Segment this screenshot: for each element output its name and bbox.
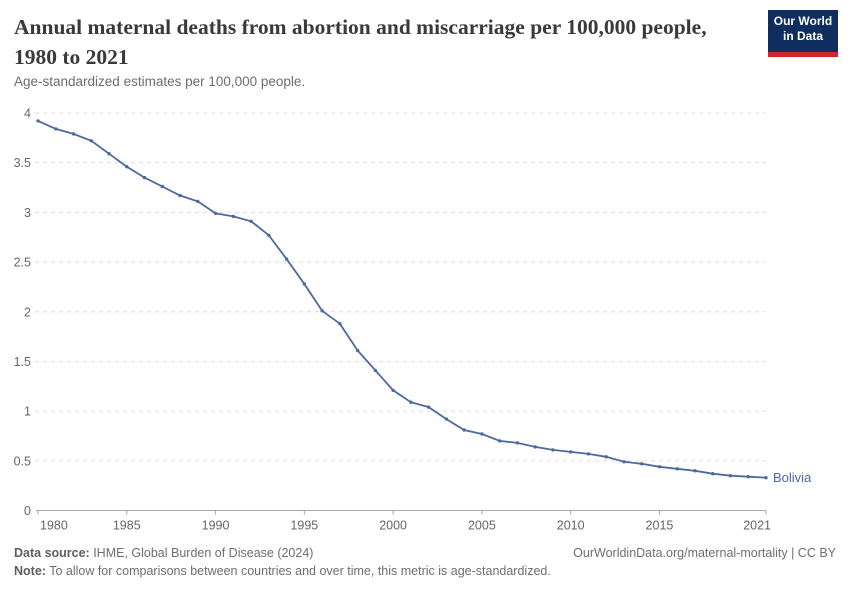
data-source-line: Data source: IHME, Global Burden of Dise… [14, 546, 836, 560]
data-point-2016 [675, 467, 679, 471]
data-point-2003 [444, 417, 449, 421]
footer-link[interactable]: OurWorldinData.org/maternal-mortality | … [573, 546, 836, 560]
data-point-1996 [320, 309, 324, 313]
data-point-2002 [426, 405, 431, 409]
x-axis-tick-label-2000: 2000 [379, 519, 407, 533]
data-point-1983 [89, 139, 94, 143]
data-point-2007 [515, 441, 520, 445]
series-label-bolivia[interactable]: Bolivia [773, 470, 812, 485]
data-point-1984 [107, 152, 111, 156]
data-point-1993 [267, 233, 271, 237]
data-point-1997 [338, 322, 342, 326]
data-point-2009 [551, 448, 555, 452]
x-axis-tick-label-2010: 2010 [557, 519, 585, 533]
data-point-2010 [569, 450, 573, 454]
data-point-1994 [284, 257, 289, 261]
x-axis-tick-label-1995: 1995 [290, 519, 318, 533]
y-axis-tick-label-4: 4 [24, 107, 31, 121]
data-point-1991 [231, 214, 235, 219]
data-point-1995 [302, 282, 306, 286]
owid-logo-line2: in Data [782, 29, 823, 43]
data-point-1998 [355, 348, 360, 353]
x-axis-tick-label-2005: 2005 [468, 519, 496, 533]
data-point-1985 [125, 165, 129, 169]
data-point-2021 [764, 476, 768, 480]
data-point-1988 [178, 193, 182, 198]
data-point-1990 [213, 211, 218, 216]
x-axis-tick-label-1980: 1980 [40, 519, 68, 533]
x-axis-tick-label-1985: 1985 [113, 519, 141, 533]
data-point-1999 [373, 368, 378, 373]
y-axis-tick-label-3: 3 [24, 206, 31, 220]
chart-subtitle: Age-standardized estimates per 100,000 p… [14, 74, 306, 89]
y-axis-tick-label-1: 1 [24, 405, 31, 419]
y-axis-tick-label-0.5: 0.5 [14, 454, 31, 468]
data-point-2008 [533, 445, 537, 449]
footer-note: Note: To allow for comparisons between c… [14, 564, 836, 578]
data-point-2005 [480, 432, 484, 436]
x-axis-tick-label-2015: 2015 [646, 519, 674, 533]
y-axis-tick-label-3.5: 3.5 [14, 156, 31, 170]
data-point-2012 [604, 455, 608, 459]
data-source-label: Data source: [14, 546, 90, 560]
owid-logo-line1: Our World [773, 14, 833, 28]
data-point-2014 [640, 462, 644, 466]
data-point-2001 [409, 400, 413, 404]
data-point-2013 [622, 460, 626, 464]
x-axis-tick-label-2021: 2021 [743, 519, 771, 533]
data-point-2018 [711, 472, 715, 476]
y-axis-tick-label-1.5: 1.5 [14, 355, 31, 369]
y-axis-tick-label-2.5: 2.5 [14, 256, 31, 270]
x-axis-tick-label-1990: 1990 [202, 519, 230, 533]
data-point-1980 [36, 119, 40, 123]
data-source-value: IHME, Global Burden of Disease (2024) [89, 546, 314, 560]
data-point-1992 [249, 219, 253, 223]
data-point-1981 [54, 127, 58, 131]
owid-logo[interactable]: Our World in Data [768, 10, 838, 57]
bolivia-trend-line [37, 120, 767, 479]
data-point-1987 [160, 184, 164, 189]
note-label: Note: [14, 564, 46, 578]
data-point-2020 [746, 475, 750, 479]
y-axis-tick-label-0: 0 [24, 504, 31, 518]
data-point-2017 [693, 469, 697, 473]
data-point-2004 [462, 428, 466, 432]
page-title: Annual maternal deaths from abortion and… [14, 15, 707, 69]
data-point-2011 [586, 452, 591, 456]
data-point-2015 [657, 465, 662, 469]
data-point-1989 [196, 199, 200, 204]
data-point-1986 [142, 175, 147, 180]
data-point-2000 [391, 388, 395, 392]
data-point-2019 [728, 474, 733, 478]
data-point-2006 [498, 439, 502, 443]
note-value: To allow for comparisons between countri… [45, 564, 551, 578]
data-point-1982 [71, 132, 76, 136]
y-axis-tick-label-2: 2 [24, 305, 31, 319]
